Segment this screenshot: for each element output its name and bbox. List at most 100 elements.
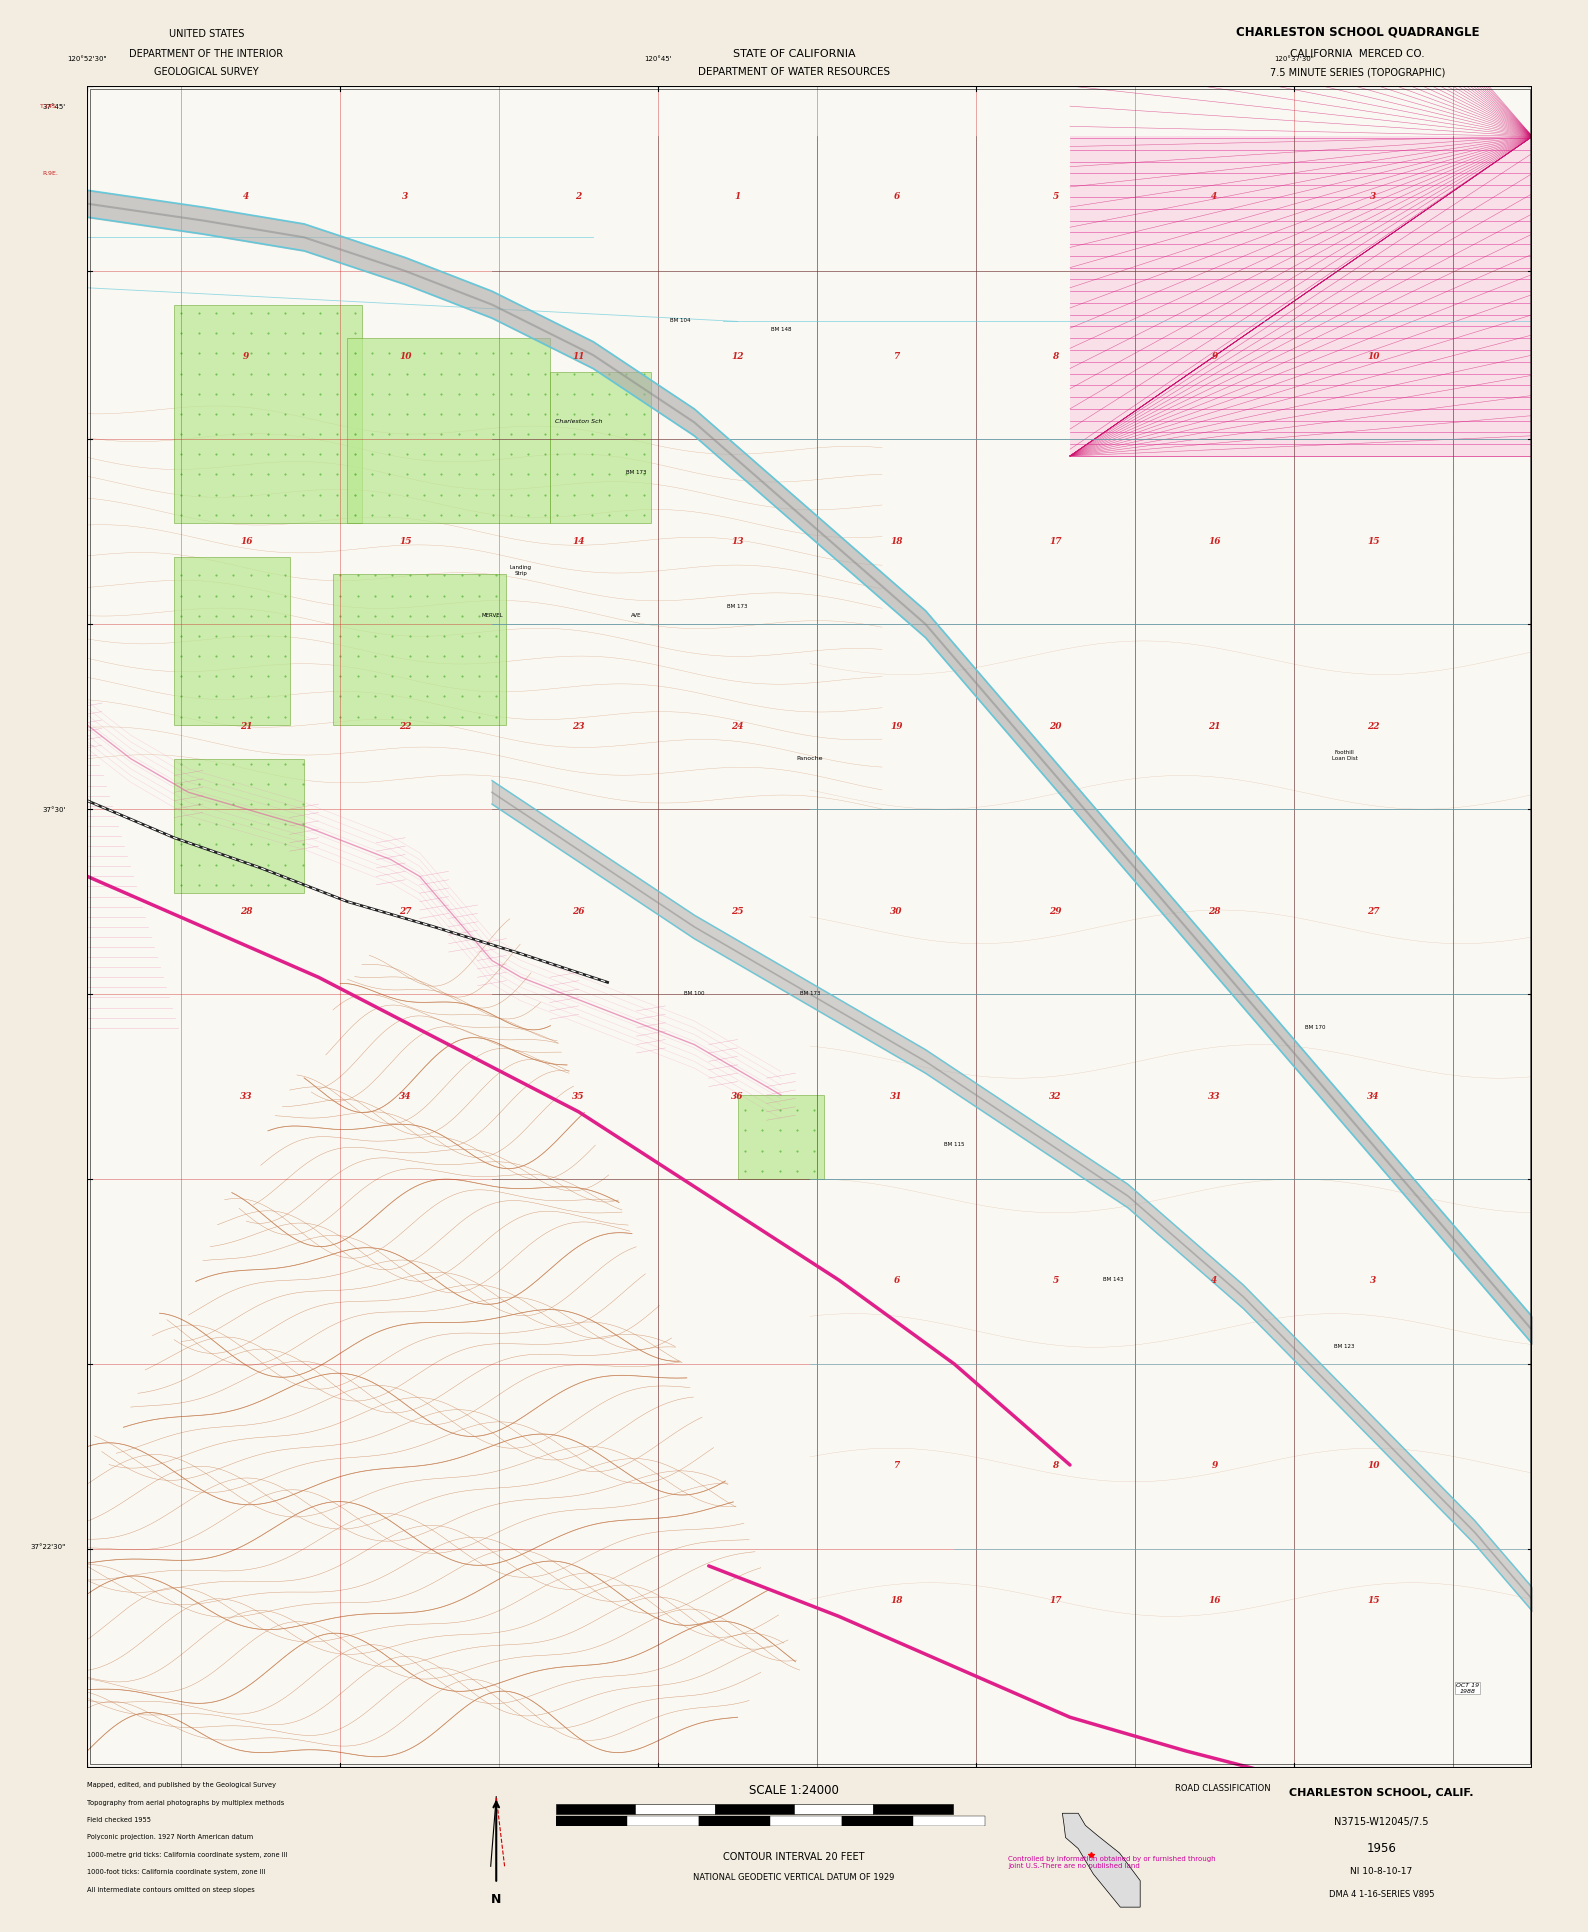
Text: 3: 3 [402, 191, 408, 201]
Text: CALIFORNIA  MERCED CO.: CALIFORNIA MERCED CO. [1291, 48, 1424, 58]
Text: 8: 8 [1053, 1461, 1059, 1470]
Bar [175, 759, 303, 895]
Text: 22: 22 [1367, 721, 1380, 730]
Text: GEOLOGICAL SURVEY: GEOLOGICAL SURVEY [154, 68, 259, 77]
Text: 15: 15 [399, 537, 411, 545]
Text: OCT 19
1988: OCT 19 1988 [1456, 1683, 1478, 1692]
Text: BM 148: BM 148 [770, 327, 791, 332]
Text: DEPARTMENT OF THE INTERIOR: DEPARTMENT OF THE INTERIOR [129, 48, 284, 58]
Text: 27: 27 [1367, 906, 1380, 916]
Text: 4: 4 [1212, 191, 1218, 201]
Text: BM 123: BM 123 [1334, 1343, 1355, 1349]
Text: CHARLESTON SCHOOL QUADRANGLE: CHARLESTON SCHOOL QUADRANGLE [1235, 25, 1480, 39]
Text: T.14S.: T.14S. [40, 104, 59, 108]
Text: CHARLESTON SCHOOL, CALIF.: CHARLESTON SCHOOL, CALIF. [1289, 1787, 1474, 1797]
Text: Field checked 1955: Field checked 1955 [87, 1816, 151, 1822]
Text: 22: 22 [399, 721, 411, 730]
Text: 120°37'30": 120°37'30" [1274, 56, 1313, 62]
Text: 10: 10 [1367, 1461, 1380, 1470]
Text: 5: 5 [1053, 191, 1059, 201]
Text: 1: 1 [735, 191, 740, 201]
Bar [913, 1816, 985, 1826]
Text: Panoche: Panoche [797, 755, 823, 761]
Bar [333, 574, 507, 726]
Text: Polyconic projection. 1927 North American datum: Polyconic projection. 1927 North America… [87, 1833, 254, 1839]
Text: 18: 18 [891, 537, 904, 545]
Text: 19: 19 [891, 721, 904, 730]
Text: 28: 28 [240, 906, 252, 916]
Text: 28: 28 [1208, 906, 1221, 916]
Text: 7: 7 [894, 1461, 900, 1470]
Text: SCALE 1:24000: SCALE 1:24000 [750, 1783, 838, 1797]
Text: 10: 10 [1367, 352, 1380, 361]
Bar [175, 558, 289, 726]
Text: 7: 7 [894, 352, 900, 361]
Text: 9: 9 [1212, 1461, 1218, 1470]
Text: 11: 11 [572, 352, 584, 361]
Text: AVE: AVE [630, 612, 642, 618]
Text: 9: 9 [243, 352, 249, 361]
Text: 18: 18 [891, 1596, 904, 1604]
Text: STATE OF CALIFORNIA: STATE OF CALIFORNIA [732, 48, 856, 58]
Text: 37°45': 37°45' [43, 104, 65, 110]
Text: All intermediate contours omitted on steep slopes: All intermediate contours omitted on ste… [87, 1886, 256, 1891]
Text: Landing
Strip: Landing Strip [510, 564, 532, 576]
Text: BM 173: BM 173 [800, 991, 819, 995]
Text: DEPARTMENT OF WATER RESOURCES: DEPARTMENT OF WATER RESOURCES [699, 68, 889, 77]
Text: BM 170: BM 170 [1305, 1024, 1326, 1030]
Text: 20: 20 [1050, 721, 1062, 730]
Text: Mapped, edited, and published by the Geological Survey: Mapped, edited, and published by the Geo… [87, 1781, 276, 1787]
Text: 16: 16 [1208, 537, 1221, 545]
Bar [873, 1804, 953, 1814]
Text: BM 115: BM 115 [945, 1142, 964, 1148]
Text: Topography from aerial photographs by multiplex methods: Topography from aerial photographs by mu… [87, 1799, 284, 1804]
Text: Controlled by information obtained by or furnished through
Joint U.S.-There are : Controlled by information obtained by or… [1008, 1855, 1216, 1868]
Bar [794, 1804, 873, 1814]
Text: 37°30': 37°30' [43, 808, 65, 813]
Text: 120°52'30": 120°52'30" [68, 56, 106, 62]
Text: 21: 21 [240, 721, 252, 730]
Text: 17: 17 [1050, 1596, 1062, 1604]
Text: 33: 33 [1208, 1092, 1221, 1099]
Text: NATIONAL GEODETIC VERTICAL DATUM OF 1929: NATIONAL GEODETIC VERTICAL DATUM OF 1929 [694, 1872, 894, 1882]
Text: 24: 24 [732, 721, 743, 730]
Text: 32: 32 [1050, 1092, 1062, 1099]
Text: BM 104: BM 104 [670, 319, 691, 323]
Text: 34: 34 [399, 1092, 411, 1099]
Text: 12: 12 [732, 352, 743, 361]
Text: 15: 15 [1367, 537, 1380, 545]
Text: 33: 33 [240, 1092, 252, 1099]
Text: BM 173: BM 173 [626, 469, 646, 475]
Text: 1000-foot ticks: California coordinate system, zone III: 1000-foot ticks: California coordinate s… [87, 1868, 265, 1874]
Text: 37°22'30": 37°22'30" [30, 1544, 65, 1549]
Bar [175, 305, 362, 524]
Text: 34: 34 [1367, 1092, 1380, 1099]
Text: 15: 15 [1367, 1596, 1380, 1604]
Text: BM 173: BM 173 [727, 605, 748, 609]
Text: 2: 2 [575, 191, 581, 201]
Text: BM 143: BM 143 [1104, 1277, 1124, 1281]
Bar [635, 1804, 715, 1814]
Bar [699, 1816, 770, 1826]
Text: R.9E.: R.9E. [43, 172, 59, 176]
Text: 16: 16 [1208, 1596, 1221, 1604]
Text: 6: 6 [894, 1275, 900, 1285]
Bar [715, 1804, 794, 1814]
Text: CONTOUR INTERVAL 20 FEET: CONTOUR INTERVAL 20 FEET [723, 1851, 865, 1861]
Text: 8: 8 [1053, 352, 1059, 361]
Bar [556, 1816, 627, 1826]
Text: 4: 4 [1212, 1275, 1218, 1285]
Bar [842, 1816, 913, 1826]
Text: NI 10-8-10-17: NI 10-8-10-17 [1350, 1866, 1413, 1876]
Text: 16: 16 [240, 537, 252, 545]
Text: 25: 25 [732, 906, 743, 916]
Text: MERVEL: MERVEL [481, 612, 503, 618]
Text: 5: 5 [1053, 1275, 1059, 1285]
Text: UNITED STATES: UNITED STATES [168, 29, 245, 39]
Text: 3: 3 [1370, 191, 1377, 201]
Bar [770, 1816, 842, 1826]
Text: 6: 6 [894, 191, 900, 201]
Text: 30: 30 [891, 906, 904, 916]
Polygon shape [1062, 1814, 1140, 1907]
Text: 120°45': 120°45' [645, 56, 672, 62]
